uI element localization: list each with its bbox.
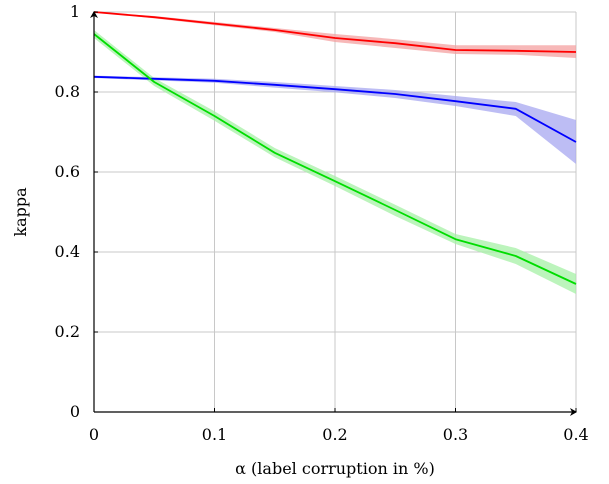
x-tick-label: 0.1 xyxy=(202,425,227,444)
x-tick-label: 0.2 xyxy=(322,425,347,444)
y-tick-label: 0 xyxy=(70,402,80,421)
y-tick-label: 0.6 xyxy=(55,162,80,181)
y-tick-label: 0.8 xyxy=(55,82,80,101)
y-tick-label: 1 xyxy=(70,2,80,21)
x-axis-title: α (label corruption in %) xyxy=(235,459,435,478)
y-axis-title: kappa xyxy=(11,187,30,237)
y-tick-label: 0.4 xyxy=(55,242,80,261)
axes xyxy=(90,11,577,416)
x-tick-label: 0 xyxy=(89,425,99,444)
x-tick-label: 0.4 xyxy=(563,425,588,444)
x-tick-label: 0.3 xyxy=(443,425,468,444)
grid-lines xyxy=(94,12,576,412)
y-tick-label: 0.2 xyxy=(55,322,80,341)
